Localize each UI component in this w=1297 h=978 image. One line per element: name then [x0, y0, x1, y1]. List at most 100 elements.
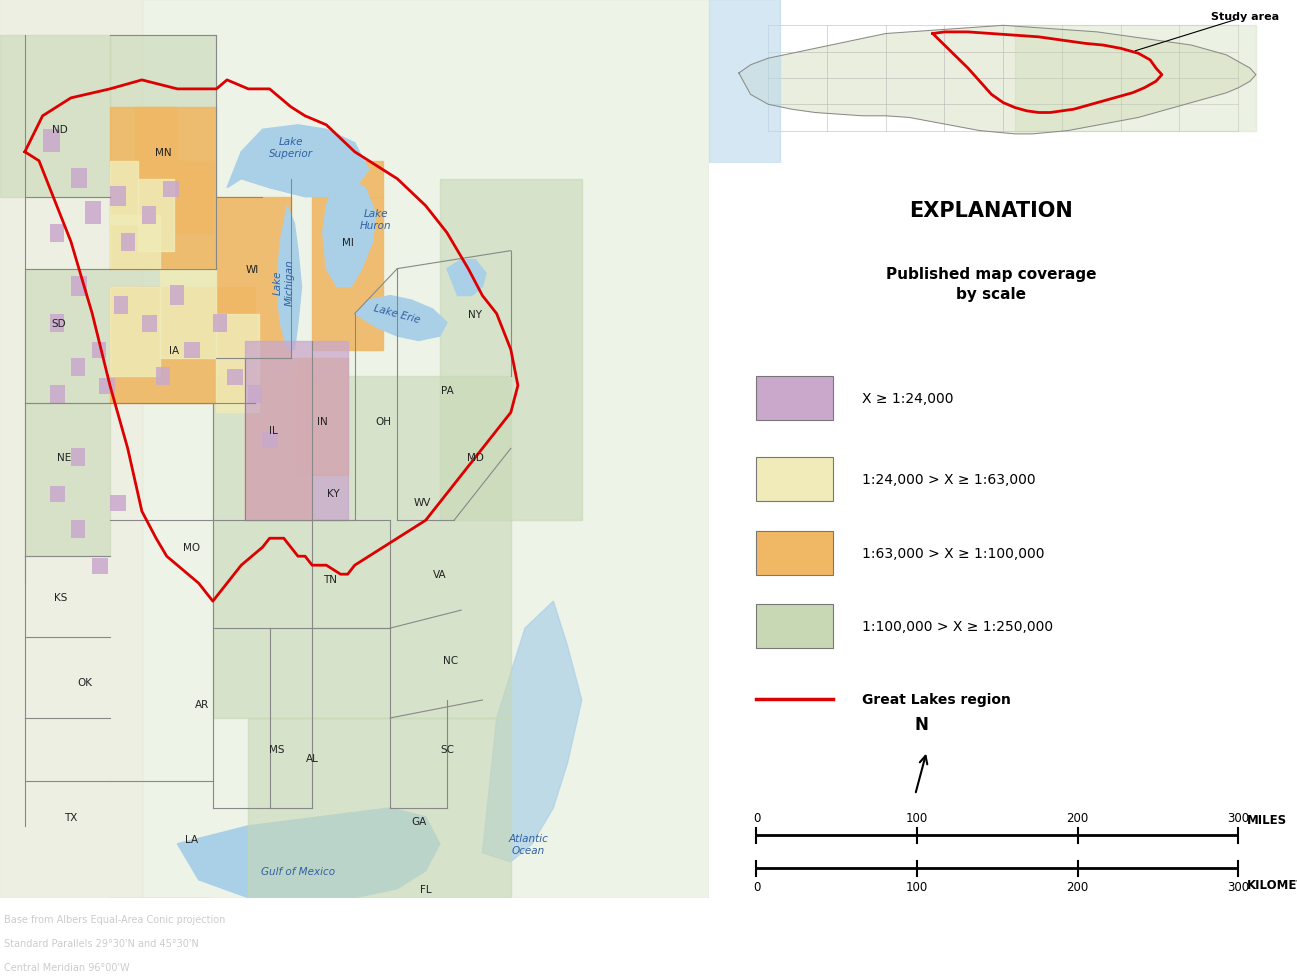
Text: OH: OH [375, 417, 392, 427]
Bar [163, 181, 179, 198]
Polygon shape [25, 404, 110, 556]
Text: SC: SC [440, 744, 454, 755]
Polygon shape [160, 269, 217, 359]
Bar [227, 370, 243, 386]
Text: ND: ND [52, 125, 69, 135]
Text: MO: MO [183, 543, 200, 553]
Polygon shape [110, 215, 160, 269]
Polygon shape [709, 0, 779, 164]
Bar [49, 487, 65, 503]
Polygon shape [313, 198, 383, 350]
Text: FL: FL [420, 884, 432, 894]
FancyBboxPatch shape [756, 531, 833, 575]
Polygon shape [248, 718, 511, 898]
Polygon shape [245, 359, 313, 520]
Bar [100, 378, 115, 395]
Text: PA: PA [441, 385, 454, 395]
Polygon shape [440, 180, 582, 520]
Polygon shape [298, 359, 348, 476]
Text: 300: 300 [1227, 880, 1249, 893]
Text: GA: GA [411, 817, 427, 826]
Text: VA: VA [433, 569, 446, 580]
Polygon shape [110, 288, 160, 378]
Text: Lake Erie: Lake Erie [374, 303, 422, 326]
Bar [262, 432, 278, 449]
Text: Lake
Huron: Lake Huron [361, 209, 392, 231]
Text: Published map coverage
by scale: Published map coverage by scale [886, 267, 1097, 302]
Text: KY: KY [327, 489, 340, 499]
Bar [121, 234, 135, 251]
Polygon shape [110, 36, 217, 269]
Bar [141, 316, 157, 333]
Polygon shape [110, 288, 256, 404]
Text: 1:63,000 > X ≥ 1:100,000: 1:63,000 > X ≥ 1:100,000 [863, 546, 1044, 560]
Text: 0: 0 [752, 811, 760, 823]
Polygon shape [313, 161, 383, 198]
FancyBboxPatch shape [756, 604, 833, 648]
Polygon shape [323, 180, 376, 288]
Bar [141, 206, 156, 225]
Bar [43, 130, 60, 153]
Bar [49, 225, 64, 243]
Text: NE: NE [57, 453, 71, 463]
Bar [71, 169, 87, 189]
Text: IN: IN [318, 417, 328, 427]
Bar [86, 202, 101, 225]
Text: MS: MS [268, 744, 284, 755]
Polygon shape [227, 126, 368, 198]
Text: MI: MI [341, 238, 354, 247]
Text: AR: AR [195, 700, 209, 710]
Text: LA: LA [185, 834, 198, 844]
Text: Standard Parallels 29°30'N and 45°30'N: Standard Parallels 29°30'N and 45°30'N [4, 938, 198, 948]
Text: KS: KS [53, 592, 67, 602]
Text: Lake
Michigan: Lake Michigan [272, 259, 294, 306]
Polygon shape [213, 378, 511, 718]
Polygon shape [139, 180, 174, 251]
Bar [110, 187, 126, 206]
Bar [92, 558, 108, 575]
Text: MILES: MILES [1246, 813, 1287, 825]
Text: 100: 100 [905, 811, 929, 823]
Bar [71, 520, 86, 539]
Text: 300: 300 [1227, 811, 1249, 823]
Polygon shape [217, 198, 291, 359]
Text: EXPLANATION: EXPLANATION [909, 201, 1074, 221]
Text: WI: WI [245, 264, 258, 275]
Bar [49, 386, 65, 404]
Polygon shape [110, 108, 217, 269]
Polygon shape [217, 314, 259, 413]
Bar [114, 296, 127, 314]
Bar [248, 386, 262, 404]
Polygon shape [0, 36, 110, 198]
Bar [213, 314, 227, 333]
Polygon shape [0, 0, 141, 898]
Text: AL: AL [306, 754, 319, 764]
Text: KILOMETERS: KILOMETERS [1246, 878, 1297, 891]
Text: 1:24,000 > X ≥ 1:63,000: 1:24,000 > X ≥ 1:63,000 [863, 472, 1036, 487]
Text: TX: TX [65, 812, 78, 822]
Bar [71, 359, 86, 378]
Text: 0: 0 [752, 880, 760, 893]
Bar [71, 277, 87, 296]
Bar [92, 343, 106, 359]
Polygon shape [447, 260, 486, 296]
Text: IL: IL [268, 426, 278, 436]
Polygon shape [482, 601, 582, 862]
Bar [49, 314, 64, 333]
Text: Central Meridian 96°00'W: Central Meridian 96°00'W [4, 962, 130, 972]
Polygon shape [110, 161, 139, 225]
Text: Lake
Superior: Lake Superior [268, 137, 313, 159]
Text: N: N [914, 715, 927, 733]
Polygon shape [355, 296, 447, 341]
Polygon shape [245, 341, 348, 520]
Text: X ≥ 1:24,000: X ≥ 1:24,000 [863, 392, 953, 406]
Polygon shape [1016, 26, 1255, 131]
Text: Study area: Study area [1211, 12, 1279, 22]
Bar [156, 368, 170, 386]
Text: IA: IA [169, 345, 179, 355]
FancyBboxPatch shape [756, 458, 833, 502]
Text: 200: 200 [1066, 811, 1088, 823]
Text: Great Lakes region: Great Lakes region [863, 692, 1012, 707]
Text: OK: OK [78, 678, 92, 688]
Text: 1:100,000 > X ≥ 1:250,000: 1:100,000 > X ≥ 1:250,000 [863, 619, 1053, 634]
